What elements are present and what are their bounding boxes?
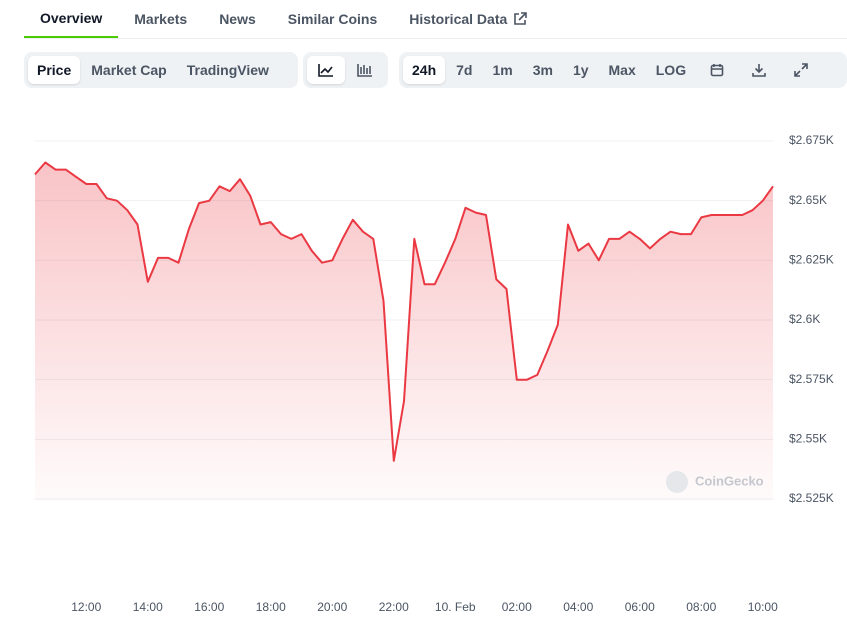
range-button[interactable]: Max [608,62,636,78]
external-link-icon [514,11,528,25]
range-button[interactable]: 7d [456,62,473,78]
download-button[interactable] [739,56,779,84]
log-button[interactable]: LOG [655,62,687,78]
y-tick-label: $2.65K [789,193,827,207]
area-fill [35,162,773,501]
view-button[interactable]: TradingView [186,62,269,78]
range-button[interactable]: 3m [532,62,553,78]
x-tick-label: 14:00 [133,600,163,614]
x-tick-label: 04:00 [563,600,593,614]
price-chart: $2.525K $2.55K $2.575K $2.6K $2.625K $2.65K $2… [34,133,834,614]
y-tick-label: $2.55K [789,432,827,446]
y-tick-label: $2.525K [789,491,834,505]
x-tick-label: 10:00 [748,600,778,614]
price-line [34,161,774,462]
x-tick-label: 02:00 [502,600,532,614]
x-tick-label: 10. Feb [435,600,476,614]
y-tick-label: $2.625K [789,253,834,267]
x-tick-label: 08:00 [686,600,716,614]
range-group: 24h 7d 1m 3m 1y Max LOG [399,52,847,88]
calendar-button[interactable] [697,56,737,84]
candle-chart-button[interactable] [347,56,385,84]
tab-bar: Overview Markets News Similar Coins Hist… [24,0,847,39]
x-tick-label: 18:00 [256,600,286,614]
tab[interactable]: News [219,10,256,27]
tab-label: Historical Data [409,10,508,27]
x-tick-label: 20:00 [317,600,347,614]
watermark: CoinGecko [666,471,764,493]
watermark-text: CoinGecko [695,473,764,488]
chart-style-group [303,52,388,88]
line-chart-button[interactable] [307,56,345,84]
range-button[interactable]: 1y [572,62,589,78]
tab[interactable]: Historical Data [393,0,543,37]
x-tick-label: 12:00 [71,600,101,614]
x-tick-label: 06:00 [625,600,655,614]
tab[interactable]: Similar Coins [287,10,378,27]
range-button[interactable]: 24h [403,56,446,84]
view-button[interactable]: Market Cap [91,62,167,78]
view-group: Price Market Cap TradingView [24,52,298,88]
x-tick-label: 22:00 [379,600,409,614]
tab[interactable]: Markets [134,10,188,27]
x-tick-label: 16:00 [194,600,224,614]
y-tick-label: $2.675K [789,133,834,147]
y-tick-label: $2.575K [789,372,834,386]
view-button[interactable]: Price [28,56,81,84]
tab[interactable]: Overview [24,0,119,38]
y-tick-label: $2.6K [789,312,820,326]
range-button[interactable]: 1m [492,62,513,78]
fullscreen-button[interactable] [781,56,821,84]
